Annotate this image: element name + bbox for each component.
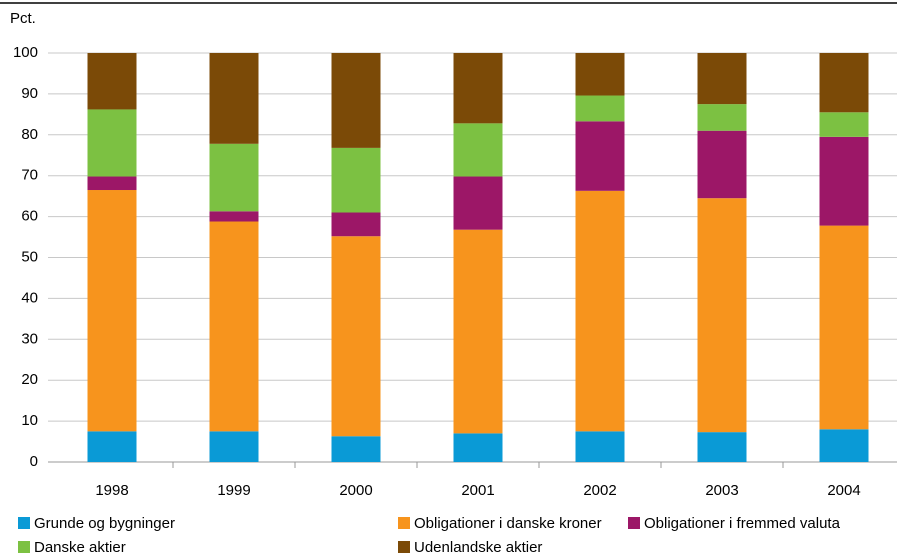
x-tick-label: 2001 — [461, 482, 494, 499]
y-tick-label: 90 — [21, 85, 38, 102]
legend-swatch — [628, 517, 640, 529]
bar-segment — [819, 53, 869, 113]
bar-segment — [209, 221, 259, 432]
bar-segment — [87, 431, 137, 462]
bar-segment — [453, 53, 503, 124]
bar-segment — [575, 431, 625, 462]
y-tick-label: 40 — [21, 289, 38, 306]
bar-segment — [697, 198, 747, 433]
bar-segment — [209, 431, 259, 462]
bar-segment — [819, 429, 869, 462]
bar-segment — [575, 53, 625, 96]
bar-segment — [331, 212, 381, 237]
bar-segment — [819, 225, 869, 430]
bar-segment — [209, 211, 259, 222]
y-tick-label: 10 — [21, 412, 38, 429]
y-axis-label: Pct. — [10, 10, 36, 27]
y-tick-label: 50 — [21, 248, 38, 265]
legend-swatch — [398, 517, 410, 529]
legend-label: Obligationer i danske kroner — [414, 515, 602, 532]
bar-segment — [331, 236, 381, 437]
x-tick-label: 2003 — [705, 482, 738, 499]
bar-segment — [575, 190, 625, 432]
legend-label: Obligationer i fremmed valuta — [644, 515, 841, 532]
bar-segment — [331, 53, 381, 148]
y-tick-label: 60 — [21, 208, 38, 225]
bar-segment — [209, 143, 259, 212]
bar-segment — [87, 176, 137, 191]
bar-segment — [331, 147, 381, 213]
legend-swatch — [18, 517, 30, 529]
bar-segment — [575, 121, 625, 191]
legend-label: Udenlandske aktier — [414, 539, 542, 556]
x-tick-label: 2004 — [827, 482, 860, 499]
legend-swatch — [18, 541, 30, 553]
bar-segment — [331, 436, 381, 462]
bar-segment — [697, 130, 747, 199]
x-tick-label: 2002 — [583, 482, 616, 499]
bar-segment — [575, 95, 625, 122]
y-tick-label: 80 — [21, 126, 38, 143]
y-tick-label: 20 — [21, 371, 38, 388]
legend-swatch — [398, 541, 410, 553]
bar-segment — [697, 53, 747, 105]
legend-label: Danske aktier — [34, 539, 126, 556]
x-tick-label: 2000 — [339, 482, 372, 499]
y-tick-label: 30 — [21, 330, 38, 347]
bar-segment — [697, 104, 747, 131]
bar-segment — [87, 53, 137, 110]
bar-segment — [209, 53, 259, 144]
bar-segment — [453, 433, 503, 462]
bar-segment — [87, 109, 137, 177]
legend-label: Grunde og bygninger — [34, 515, 175, 532]
bar-segment — [453, 176, 503, 230]
y-tick-label: 0 — [30, 453, 38, 470]
y-tick-label: 100 — [13, 44, 38, 61]
x-tick-label: 1998 — [95, 482, 128, 499]
bar-segment — [819, 112, 869, 137]
bar-segment — [819, 136, 869, 226]
bar-segment — [453, 123, 503, 177]
bar-segment — [697, 432, 747, 462]
bar-segment — [453, 229, 503, 434]
x-tick-label: 1999 — [217, 482, 250, 499]
bar-segment — [87, 190, 137, 432]
y-tick-label: 70 — [21, 167, 38, 184]
